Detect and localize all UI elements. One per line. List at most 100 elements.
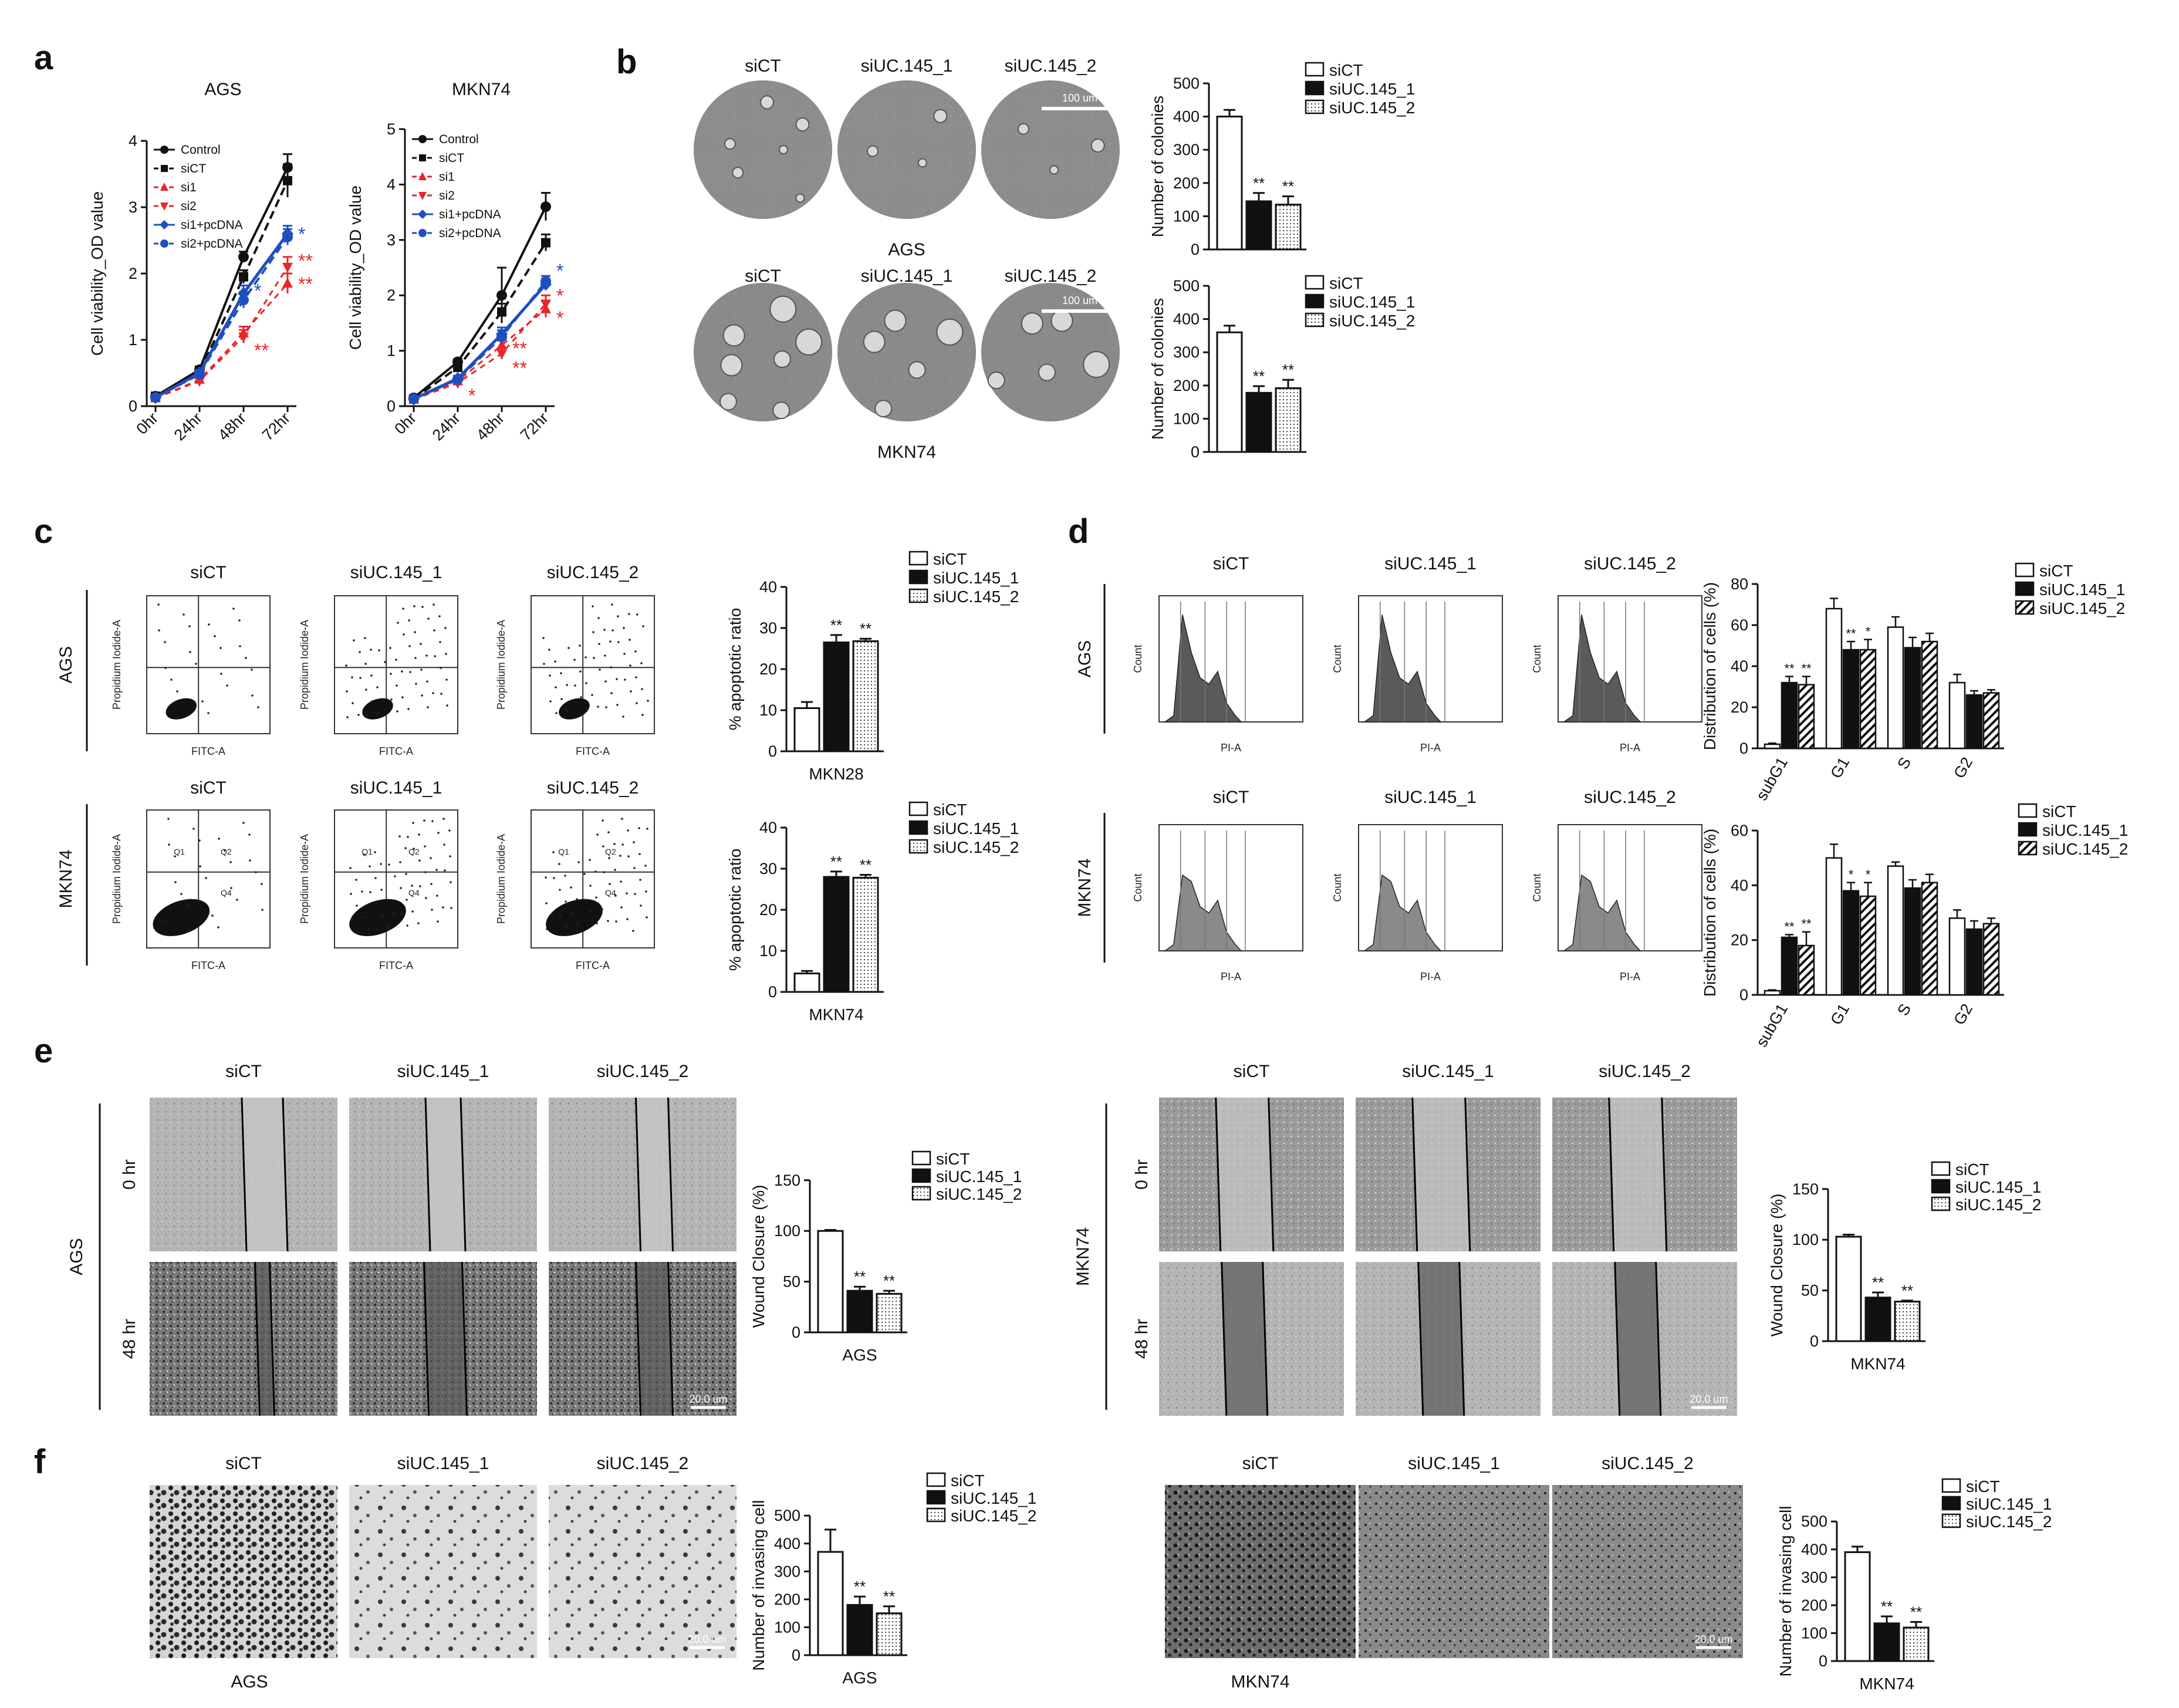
chart-c1-legend-swatch	[908, 839, 928, 854]
chart-c0-legend-label: siUC.145_1	[933, 569, 1019, 587]
e-wound-gap	[1418, 1262, 1464, 1416]
c-event-point	[565, 900, 567, 903]
c-event-point	[236, 899, 238, 901]
c-event-point	[367, 928, 370, 930]
c-event-point	[566, 684, 568, 686]
chart-f0-legend-label: siUC.145_2	[951, 1507, 1036, 1525]
c-event-point	[371, 700, 373, 703]
chart-b0-legend-swatch	[1305, 62, 1325, 77]
c-event-point	[186, 904, 188, 907]
chart-c1-legend-label: siUC.145_1	[933, 819, 1019, 838]
e-wound-edge	[460, 1097, 467, 1252]
c-event-point	[645, 890, 647, 893]
chart-b1-bar	[1245, 391, 1272, 453]
chart-d0-bar	[1842, 649, 1860, 750]
f-column-title: siUC.145_2	[597, 1454, 689, 1473]
c-cell-cluster	[559, 698, 590, 720]
c-event-point	[620, 880, 622, 883]
c-event-point	[566, 710, 569, 712]
chart-f1-y-tick-label: 0	[1819, 1652, 1827, 1670]
chart-e0-legend-label: siCT	[936, 1150, 970, 1168]
c-quadrant-label: Q1	[362, 847, 373, 856]
d-hist-x-label: PI-A	[1221, 742, 1241, 754]
chart-a1-x-tick-label: 72hr	[517, 409, 552, 444]
chart-a1-sig-label: *	[556, 285, 563, 306]
chart-c0-legend-swatch	[908, 551, 928, 566]
c-event-point	[192, 828, 195, 830]
c-event-point	[377, 712, 379, 714]
c-event-point	[376, 929, 378, 931]
chart-d0-bar	[1921, 640, 1938, 750]
b-colony-dish-texture	[837, 283, 976, 421]
c-event-point	[604, 654, 606, 657]
chart-d0-bar	[1982, 692, 2000, 750]
c-event-point	[394, 875, 396, 877]
c-event-point	[599, 669, 601, 671]
c-event-point	[640, 904, 642, 907]
c-event-point	[245, 657, 247, 659]
c-event-point	[355, 879, 357, 881]
f-scale-bar-label: 20.0 um	[688, 1633, 726, 1645]
e-scale-bar-label: 20.0 um	[689, 1393, 727, 1405]
c-quadrant-label: Q2	[605, 847, 616, 856]
chart-c0-bar	[793, 707, 820, 752]
e-wound-gap	[1221, 1262, 1268, 1416]
chart-f1-legend-label: siUC.145_2	[1966, 1513, 2052, 1531]
c-event-point	[208, 623, 210, 626]
b-colony-dish-texture	[981, 80, 1120, 219]
chart-f1-bar	[1873, 1622, 1900, 1662]
c-event-point	[439, 641, 441, 643]
chart-a0-y-tick-label: 4	[129, 132, 137, 150]
c-column-title: siUC.145_1	[350, 563, 442, 582]
e-column-title: siUC.145_1	[1402, 1062, 1494, 1081]
chart-d0-legend-label: siUC.145_2	[2039, 599, 2125, 617]
chart-b1-sig-label: **	[1253, 367, 1265, 385]
chart-c1-legend-label: siUC.145_2	[933, 838, 1019, 856]
d-hist-y-label: Count	[1132, 644, 1144, 673]
chart-e0-legend-label: siUC.145_2	[936, 1185, 1022, 1203]
c-event-point	[440, 693, 442, 695]
c-quadrant-label: Q1	[558, 847, 569, 856]
b-colony	[1017, 123, 1029, 135]
b-colony	[884, 309, 907, 332]
c-event-point	[425, 897, 427, 899]
chart-b1-y-tick-label: 300	[1173, 343, 1200, 361]
chart-a0-y-tick-label: 1	[129, 331, 137, 349]
chart-d0-bar	[1887, 626, 1904, 750]
chart-d1-legend-label: siUC.145_2	[2042, 840, 2128, 858]
b-colony	[795, 117, 810, 132]
c-event-point	[611, 603, 613, 606]
chart-a0-point	[150, 392, 161, 403]
chart-d0-y-tick-label: 20	[1731, 698, 1748, 716]
chart-a0-point	[194, 369, 205, 380]
c-event-point	[424, 871, 427, 873]
c-event-point	[450, 907, 452, 909]
chart-d1-x-tick-label: subG1	[1752, 1001, 1791, 1050]
chart-c0-legend-label: siUC.145_2	[933, 588, 1019, 606]
chart-d0-x-tick-label: G2	[1950, 754, 1976, 781]
c-event-point	[401, 696, 404, 698]
chart-f0-y-tick-label: 100	[774, 1618, 800, 1636]
chart-b0-legend-label: siCT	[1329, 61, 1363, 79]
chart-e0-x-label: AGS	[842, 1346, 877, 1364]
chart-b1-sig-label: **	[1282, 361, 1294, 379]
c-event-point	[626, 892, 628, 894]
chart-f1-bar	[1844, 1551, 1871, 1662]
c-flow-x-label: FITC-A	[576, 745, 610, 757]
c-row-label: AGS	[56, 646, 76, 683]
d-row-label: AGS	[1075, 640, 1094, 677]
c-event-point	[249, 859, 251, 862]
chart-e1-x-label: MKN74	[1850, 1355, 1905, 1373]
e-wound-edge	[1655, 1261, 1662, 1416]
e-wound-gap	[425, 1098, 465, 1251]
c-event-point	[381, 914, 383, 917]
e-scale-bar-label: 20.0 um	[1690, 1393, 1728, 1405]
c-event-point	[157, 603, 160, 606]
f-invasion-image	[549, 1485, 737, 1658]
c-event-point	[398, 835, 401, 838]
c-event-point	[644, 865, 647, 867]
chart-a0-point	[282, 277, 293, 288]
c-row-label: MKN74	[56, 849, 76, 908]
c-event-point	[346, 690, 348, 693]
c-event-point	[350, 893, 352, 895]
